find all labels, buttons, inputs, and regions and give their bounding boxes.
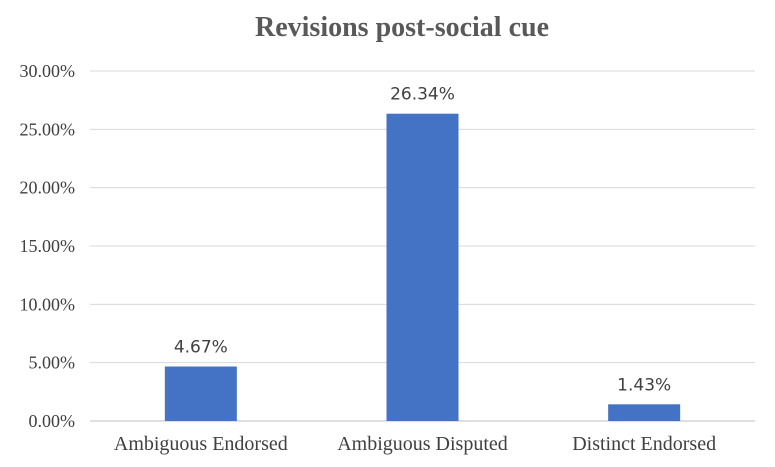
y-tick-label: 25.00% [20, 119, 76, 139]
y-tick-label: 30.00% [20, 61, 76, 81]
bar [386, 113, 459, 421]
data-labels: 4.67% 26.34% 1.43% [174, 85, 671, 396]
x-axis-category-labels: Ambiguous Endorsed Ambiguous Disputed Dist… [114, 433, 716, 455]
data-label: 26.34% [390, 85, 455, 105]
y-axis-tick-labels: 0.00% 5.00% 10.00% 15.00% 20.00% 25.00% 30.00% [20, 61, 76, 431]
chart-title: Revisions post-social cue [255, 12, 549, 43]
bar [164, 366, 237, 421]
x-category-label: Distinct Endorsed [572, 433, 716, 455]
data-label: 4.67% [174, 338, 228, 358]
y-tick-label: 5.00% [29, 353, 76, 373]
bar [608, 404, 681, 421]
y-tick-label: 10.00% [20, 294, 76, 314]
bars [164, 113, 681, 421]
data-label: 1.43% [617, 375, 671, 395]
y-tick-label: 20.00% [20, 178, 76, 198]
y-tick-label: 0.00% [29, 411, 76, 431]
x-category-label: Ambiguous Disputed [337, 433, 508, 455]
y-tick-label: 15.00% [20, 236, 76, 256]
x-category-label: Ambiguous Endorsed [114, 433, 288, 455]
